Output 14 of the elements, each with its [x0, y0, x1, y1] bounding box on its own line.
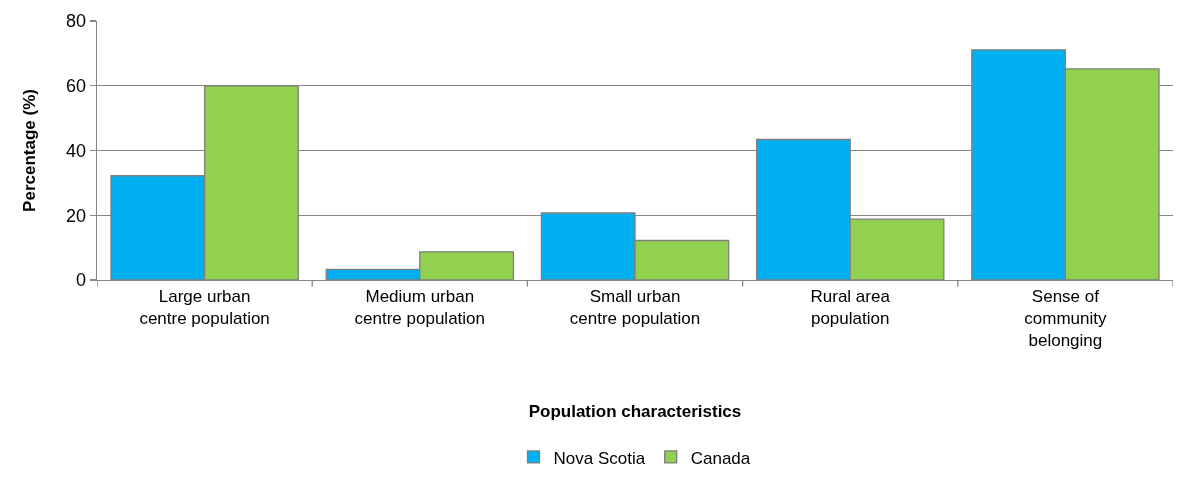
x-tick-label: Small urban centre population	[569, 286, 701, 328]
x-axis-title: Population characteristics	[528, 402, 742, 422]
y-tick-label: 80	[66, 11, 87, 32]
y-tick-label: 40	[66, 140, 87, 161]
legend-label: Canada	[690, 448, 751, 468]
y-axis-title: Percentage (%)	[19, 89, 39, 212]
legend-label: Nova Scotia	[553, 448, 646, 468]
x-tick-label: Rural area population	[810, 286, 891, 328]
x-tick-label: Sense of community belonging	[1024, 286, 1107, 350]
x-tick-label: Large urban centre population	[139, 286, 270, 328]
y-tick-label: 20	[66, 205, 87, 226]
x-tick-label: Medium urban centre population	[354, 286, 486, 328]
y-tick-label: 0	[76, 270, 87, 291]
y-tick-label: 60	[66, 76, 87, 97]
